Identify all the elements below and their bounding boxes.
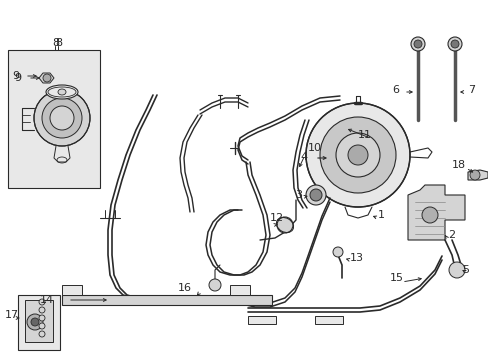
- Circle shape: [450, 40, 458, 48]
- Text: 6: 6: [391, 85, 398, 95]
- Circle shape: [39, 315, 45, 321]
- Text: 8: 8: [55, 38, 62, 48]
- Circle shape: [347, 145, 367, 165]
- Circle shape: [208, 279, 221, 291]
- Bar: [8, 50, 100, 188]
- Polygon shape: [39, 73, 54, 83]
- Bar: [18, 295, 60, 350]
- Circle shape: [332, 247, 342, 257]
- Text: 3: 3: [294, 190, 302, 200]
- Bar: [62, 295, 271, 305]
- Text: 4: 4: [299, 152, 306, 162]
- Circle shape: [410, 37, 424, 51]
- Circle shape: [27, 314, 43, 330]
- Circle shape: [305, 103, 409, 207]
- Text: 18: 18: [451, 160, 465, 170]
- Circle shape: [50, 106, 74, 130]
- Circle shape: [447, 37, 461, 51]
- Text: 10: 10: [307, 143, 321, 153]
- Circle shape: [43, 74, 51, 82]
- Text: 12: 12: [269, 213, 284, 223]
- Circle shape: [276, 217, 292, 233]
- Circle shape: [39, 323, 45, 329]
- Circle shape: [319, 117, 395, 193]
- Text: 13: 13: [349, 253, 363, 263]
- Circle shape: [39, 299, 45, 305]
- Text: 11: 11: [357, 130, 371, 140]
- Bar: [229, 285, 249, 295]
- Circle shape: [305, 185, 325, 205]
- Bar: [25, 300, 53, 342]
- Bar: [314, 316, 342, 324]
- Text: 14: 14: [40, 295, 54, 305]
- Circle shape: [421, 207, 437, 223]
- Circle shape: [309, 189, 321, 201]
- Bar: [247, 316, 275, 324]
- Circle shape: [413, 40, 421, 48]
- Text: 9: 9: [14, 73, 21, 83]
- Text: 1: 1: [377, 210, 384, 220]
- Circle shape: [42, 98, 82, 138]
- Text: 5: 5: [461, 265, 468, 275]
- Text: 16: 16: [178, 283, 192, 293]
- Polygon shape: [467, 170, 487, 180]
- Text: 15: 15: [389, 273, 403, 283]
- Circle shape: [469, 170, 479, 180]
- Polygon shape: [407, 185, 464, 240]
- Circle shape: [335, 133, 379, 177]
- Circle shape: [31, 318, 39, 326]
- Text: 8: 8: [52, 38, 59, 48]
- Bar: [62, 285, 82, 295]
- Circle shape: [34, 90, 90, 146]
- Ellipse shape: [58, 89, 66, 95]
- Circle shape: [39, 307, 45, 313]
- Text: 7: 7: [467, 85, 474, 95]
- Text: 2: 2: [447, 230, 454, 240]
- Circle shape: [448, 262, 464, 278]
- Circle shape: [39, 331, 45, 337]
- Ellipse shape: [46, 85, 78, 99]
- Text: 17: 17: [5, 310, 19, 320]
- Text: 9: 9: [12, 71, 19, 81]
